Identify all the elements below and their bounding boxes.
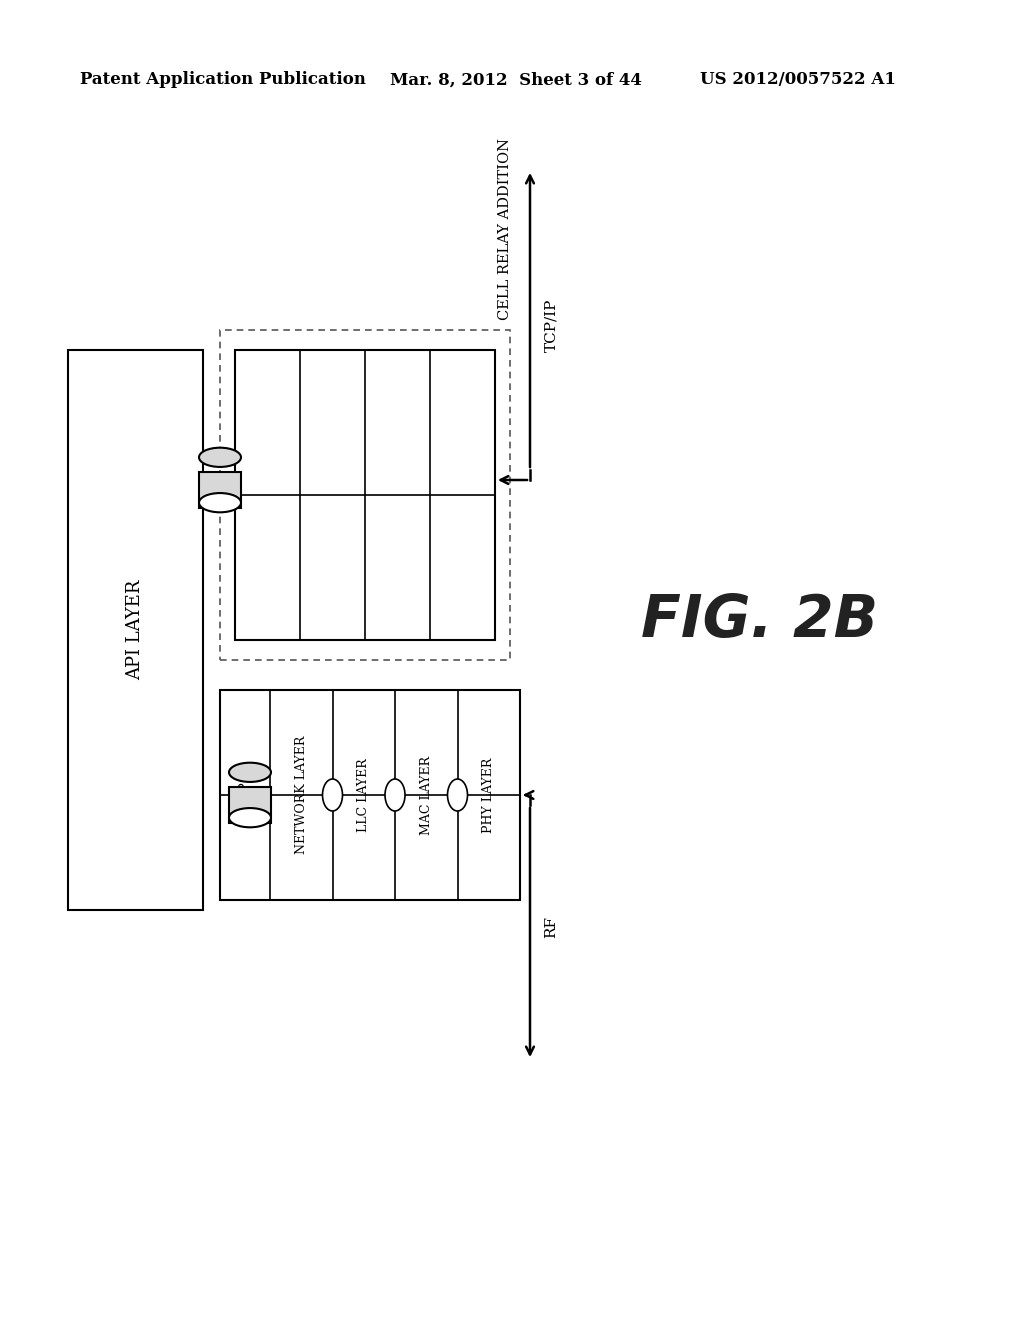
Text: TCP/IP: TCP/IP [544, 298, 558, 351]
Text: API LAYER: API LAYER [127, 579, 144, 680]
Ellipse shape [447, 779, 468, 810]
Text: CELL RELAY ADDITION: CELL RELAY ADDITION [498, 139, 512, 319]
Ellipse shape [385, 779, 406, 810]
Bar [68, 350, 203, 909]
Bar [220, 330, 510, 660]
Text: LLC LAYER: LLC LAYER [357, 758, 371, 832]
Text: Mar. 8, 2012  Sheet 3 of 44: Mar. 8, 2012 Sheet 3 of 44 [390, 71, 642, 88]
Text: MAC LAYER: MAC LAYER [420, 755, 433, 834]
Ellipse shape [323, 779, 342, 810]
Bar [199, 471, 241, 507]
Text: PHY LAYER: PHY LAYER [482, 758, 496, 833]
Ellipse shape [199, 494, 241, 512]
Bar [234, 350, 495, 640]
Ellipse shape [229, 763, 271, 781]
Text: US 2012/0057522 A1: US 2012/0057522 A1 [700, 71, 896, 88]
Bar [220, 690, 520, 900]
Text: RF: RF [544, 916, 558, 939]
Bar [229, 787, 271, 822]
Text: Patent Application Publication: Patent Application Publication [80, 71, 366, 88]
Text: SAP: SAP [238, 780, 252, 809]
Ellipse shape [199, 447, 241, 467]
Ellipse shape [229, 808, 271, 828]
Text: FIG. 2B: FIG. 2B [641, 591, 879, 648]
Text: NETWORK LAYER: NETWORK LAYER [295, 735, 308, 854]
